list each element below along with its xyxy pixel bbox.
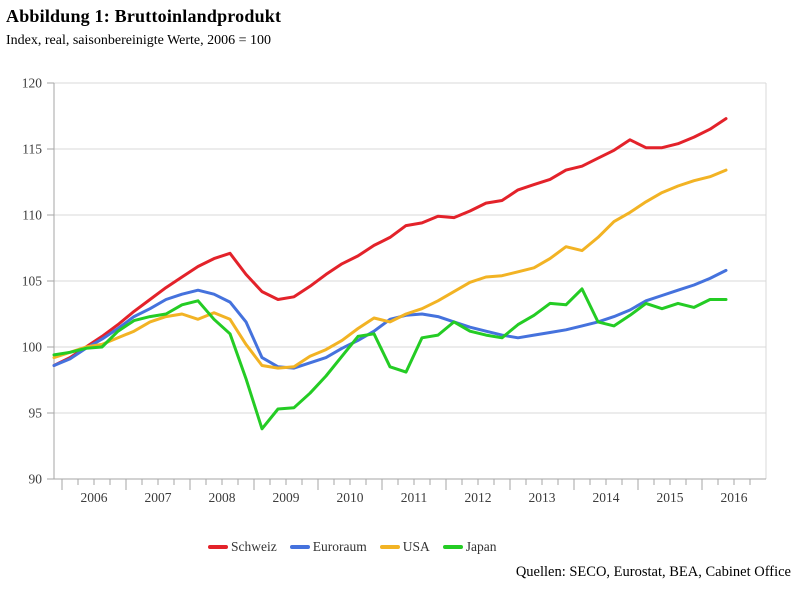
y-tick-label: 105 (22, 274, 43, 289)
x-tick-label: 2015 (657, 490, 684, 505)
legend-swatch-usa (379, 545, 400, 549)
legend-item-euroraum: Euroraum (289, 539, 367, 555)
legend-item-schweiz: Schweiz (208, 539, 277, 555)
legend-item-usa: USA (379, 539, 430, 555)
chart-legend: Schweiz Euroraum USA Japan (208, 539, 496, 555)
x-tick-label: 2010 (337, 490, 364, 505)
series-line-japan (52, 287, 728, 431)
x-tick-label: 2016 (721, 490, 748, 505)
y-tick-label: 115 (22, 142, 42, 157)
y-axis: 90 95 100 105 110 115 120 (22, 76, 55, 487)
x-tick-label: 2009 (273, 490, 300, 505)
x-tick-label: 2008 (209, 490, 236, 505)
source-note: Quellen: SECO, Eurostat, BEA, Cabinet Of… (515, 564, 791, 580)
y-tick-label: 120 (22, 76, 43, 91)
x-tick-label: 2007 (145, 490, 172, 505)
x-tick-label: 2011 (401, 490, 428, 505)
legend-swatch-schweiz (208, 545, 228, 549)
legend-swatch-japan (442, 545, 463, 549)
legend-label: Japan (465, 539, 497, 554)
legend-label: Euroraum (312, 539, 367, 554)
legend-item-japan: Japan (442, 539, 497, 555)
x-axis: 2006 2007 2008 2009 2010 2011 2012 2013 2014 2015… (54, 478, 766, 505)
y-tick-label: 100 (22, 340, 43, 355)
y-tick-label: 90 (29, 472, 43, 487)
x-tick-label: 2012 (465, 490, 492, 505)
x-tick-label: 2006 (81, 490, 108, 505)
legend-swatch-euroraum (289, 545, 310, 549)
series-line-euroraum (52, 268, 728, 370)
y-tick-label: 95 (29, 406, 43, 421)
series-line-usa (52, 168, 728, 370)
x-tick-label: 2013 (529, 490, 556, 505)
gridlines (54, 82, 767, 479)
figure-title: Abbildung 1: Bruttoinlandprodukt (6, 6, 282, 26)
series-line-schweiz (52, 117, 728, 367)
y-tick-label: 110 (22, 208, 42, 223)
legend-label: USA (402, 539, 430, 554)
figure-subtitle: Index, real, saisonbereinigte Werte, 200… (6, 33, 272, 48)
legend-label: Schweiz (231, 539, 277, 554)
x-tick-label: 2014 (593, 490, 620, 505)
